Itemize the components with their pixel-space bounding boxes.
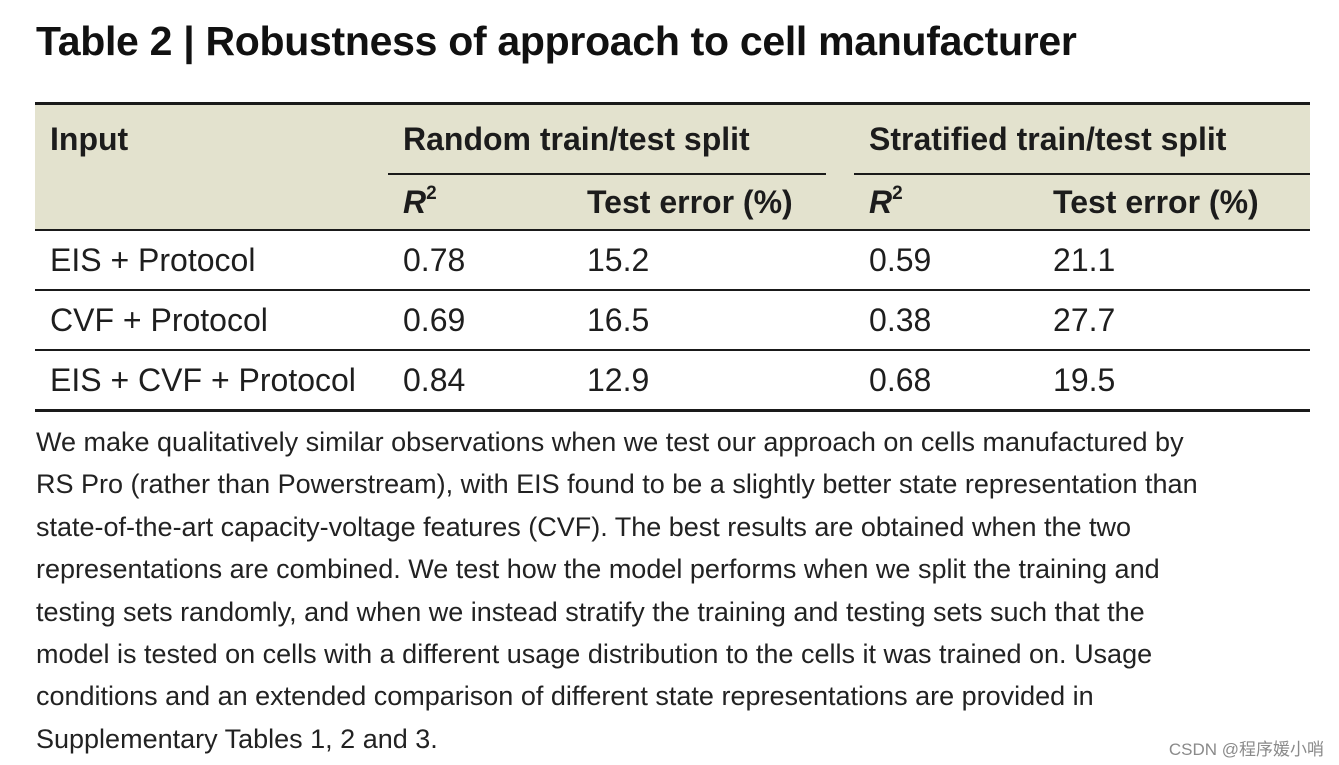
table-title: Table 2 | Robustness of approach to cell…	[36, 18, 1077, 64]
empty-header	[35, 175, 388, 230]
caption-line: conditions and an extended comparison of…	[36, 681, 1094, 712]
table-row: CVF + Protocol 0.69 16.5 0.38 27.7	[35, 290, 1311, 350]
random-error-cell: 15.2	[587, 241, 650, 278]
input-header: Input	[50, 120, 129, 157]
results-table: Input Random train/test split Stratified…	[35, 102, 1311, 412]
header-row-metrics: R2 Test error (%) R2 Test error (%)	[35, 175, 1311, 230]
input-cell: EIS + CVF + Protocol	[50, 361, 356, 398]
table-row: EIS + Protocol 0.78 15.2 0.59 21.1	[35, 230, 1311, 290]
caption-line: Supplementary Tables 1, 2 and 3.	[36, 723, 438, 754]
caption-line: RS Pro (rather than Powerstream), with E…	[36, 469, 1198, 500]
stratified-r2-cell: 0.59	[869, 241, 932, 278]
caption-line: representations are combined. We test ho…	[36, 554, 1160, 585]
stratified-test-error-header: Test error (%)	[1053, 183, 1259, 220]
stratified-error-cell: 21.1	[1053, 241, 1116, 278]
table-row: EIS + CVF + Protocol 0.84 12.9 0.68 19.5	[35, 350, 1311, 411]
random-r2-cell: 0.78	[403, 241, 466, 278]
stratified-error-cell: 19.5	[1053, 361, 1116, 398]
table-caption: We make qualitatively similar observatio…	[36, 421, 1316, 760]
watermark: CSDN @程序媛小哨	[1168, 740, 1324, 759]
caption-line: state-of-the-art capacity-voltage featur…	[36, 511, 1132, 542]
input-cell: CVF + Protocol	[50, 301, 268, 338]
random-error-cell: 16.5	[587, 301, 650, 338]
header-row-groups: Input Random train/test split Stratified…	[35, 103, 1311, 176]
stratified-r2-cell: 0.38	[869, 301, 932, 338]
random-error-cell: 12.9	[587, 361, 650, 398]
input-cell: EIS + Protocol	[50, 241, 256, 278]
caption-line: testing sets randomly, and when we inste…	[36, 596, 1145, 627]
random-r2-cell: 0.69	[403, 301, 466, 338]
random-r2-cell: 0.84	[403, 361, 466, 398]
random-r2-header: R2	[403, 182, 437, 220]
stratified-r2-cell: 0.68	[869, 361, 932, 398]
caption-line: We make qualitatively similar observatio…	[36, 427, 1184, 457]
random-test-error-header: Test error (%)	[587, 183, 793, 220]
caption-line: model is tested on cells with a differen…	[36, 639, 1153, 670]
stratified-split-header: Stratified train/test split	[854, 104, 1311, 176]
stratified-r2-header: R2	[869, 182, 903, 220]
stratified-error-cell: 27.7	[1053, 301, 1116, 338]
random-split-header: Random train/test split	[388, 104, 854, 176]
